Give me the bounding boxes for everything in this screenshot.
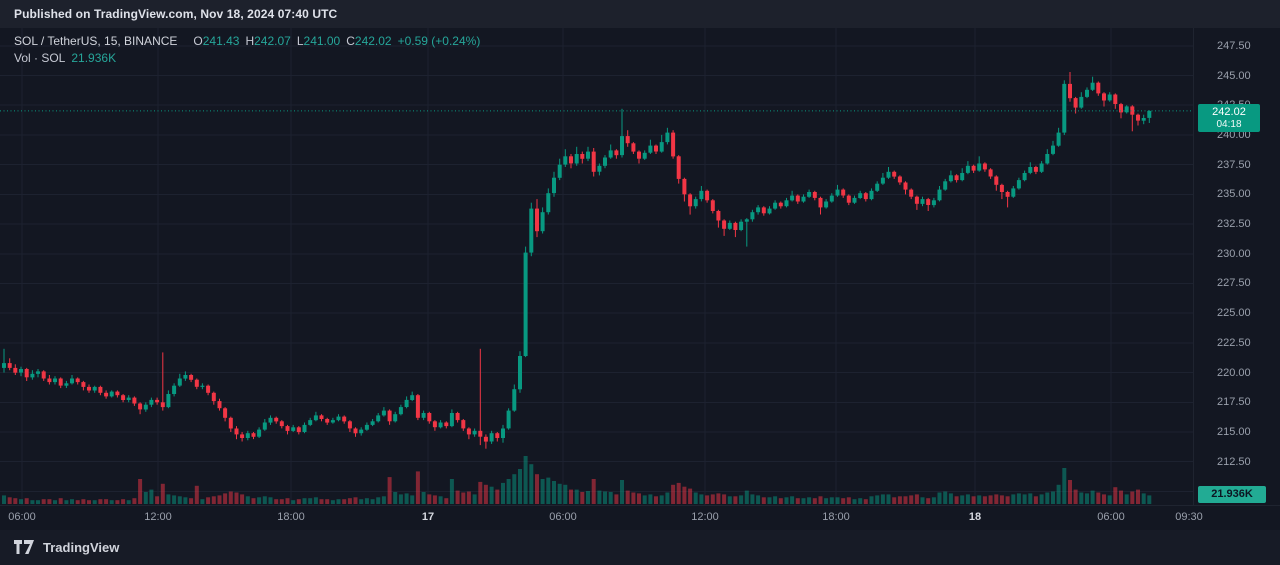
time-tick-label: 09:30 xyxy=(1175,511,1203,523)
time-tick-label: 06:00 xyxy=(8,511,36,523)
change-value: +0.59 (+0.24%) xyxy=(397,34,481,48)
volume-label: 21.936K xyxy=(1198,486,1266,503)
time-tick-label: 12:00 xyxy=(144,511,172,523)
time-tick-label: 18:00 xyxy=(822,511,850,523)
price-tick-label: 240.00 xyxy=(1217,129,1251,141)
price-tick-label: 227.50 xyxy=(1217,277,1251,289)
close-label: C xyxy=(346,34,355,48)
price-tick-label: 232.50 xyxy=(1217,218,1251,230)
tradingview-logo[interactable] xyxy=(14,540,35,555)
last-price-value: 242.02 xyxy=(1212,106,1246,118)
tradingview-brand-text: TradingView xyxy=(43,540,120,555)
volume-row-value: 21.936K xyxy=(71,51,117,65)
time-tick-label: 06:00 xyxy=(1097,511,1125,523)
candlestick-chart[interactable] xyxy=(0,28,1193,505)
low-value: 241.00 xyxy=(303,34,341,48)
price-tick-label: 212.50 xyxy=(1217,456,1251,468)
price-tick-label: 230.00 xyxy=(1217,248,1251,260)
price-tick-label: 217.50 xyxy=(1217,396,1251,408)
price-tick-label: 247.50 xyxy=(1217,40,1251,52)
price-tick-label: 237.50 xyxy=(1217,159,1251,171)
price-tick-label: 225.00 xyxy=(1217,307,1251,319)
high-label: H xyxy=(245,34,255,48)
open-label: O xyxy=(193,34,203,48)
chart-area: SOL / TetherUS, 15, BINANCE O241.43 H242.0… xyxy=(0,28,1280,505)
time-tick-label: 06:00 xyxy=(549,511,577,523)
price-tick-label: 235.00 xyxy=(1217,188,1251,200)
price-tick-label: 220.00 xyxy=(1217,367,1251,379)
last-price-label: 242.02 04:18 xyxy=(1198,104,1260,132)
time-tick-label: 17 xyxy=(421,511,435,523)
volume-row-label: Vol · SOL xyxy=(14,51,66,65)
footer: TradingView xyxy=(0,530,1280,565)
published-text: Published on TradingView.com, Nov 18, 20… xyxy=(14,7,338,21)
price-tick-label: 215.00 xyxy=(1217,426,1251,438)
chart-legend: SOL / TetherUS, 15, BINANCE O241.43 H242.0… xyxy=(14,33,480,66)
time-tick-label: 18 xyxy=(968,511,982,523)
bar-countdown: 04:18 xyxy=(1216,119,1242,130)
volume-label-value: 21.936K xyxy=(1211,488,1253,500)
time-tick-label: 12:00 xyxy=(691,511,719,523)
close-value: 242.02 xyxy=(354,34,392,48)
price-tick-label: 245.00 xyxy=(1217,70,1251,82)
high-value: 242.07 xyxy=(254,34,291,48)
symbol-title: SOL / TetherUS, 15, BINANCE xyxy=(14,34,178,48)
published-bar: Published on TradingView.com, Nov 18, 20… xyxy=(0,0,1280,28)
low-label: L xyxy=(296,34,304,48)
time-axis[interactable]: 06:00 12:00 18:00 17 06:00 12:00 18:00 18 06:00 0… xyxy=(0,505,1280,530)
legend-volume-row: Vol · SOL 21.936K xyxy=(14,50,480,66)
open-value: 241.43 xyxy=(202,34,240,48)
time-tick-label: 18:00 xyxy=(277,511,305,523)
legend-ohlc-row: SOL / TetherUS, 15, BINANCE O241.43 H242.0… xyxy=(14,33,480,49)
price-axis[interactable]: 210.00212.50215.00217.50220.00222.50225.… xyxy=(1193,28,1280,505)
price-tick-label: 222.50 xyxy=(1217,337,1251,349)
